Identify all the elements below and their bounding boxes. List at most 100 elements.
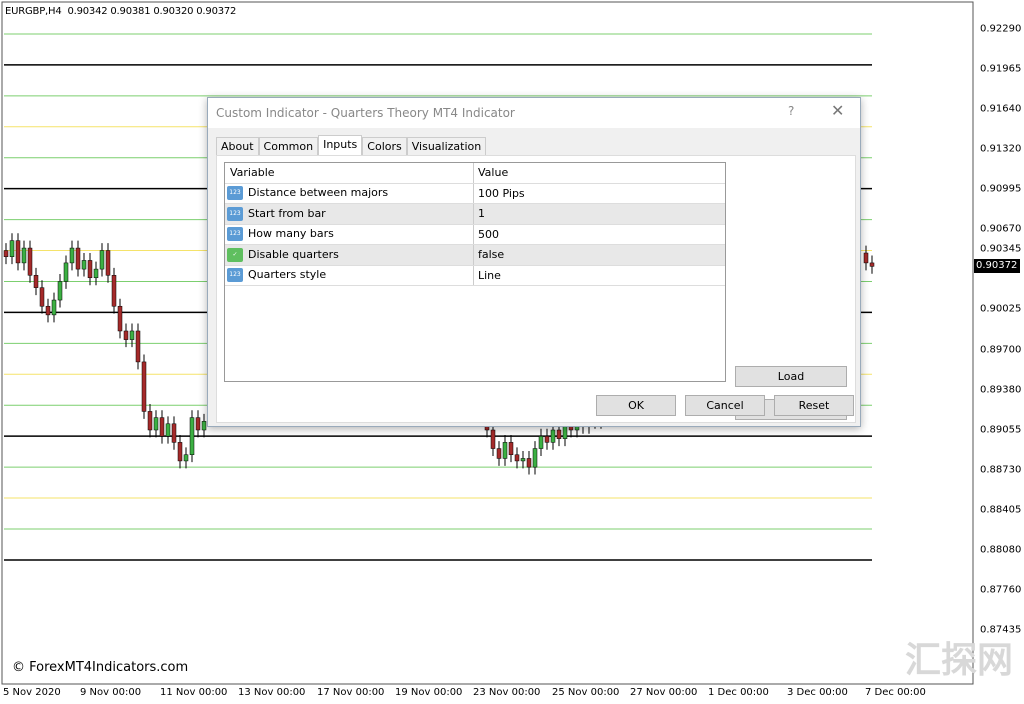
price-tick-label: 0.88730	[980, 464, 1022, 476]
candle-body	[57, 281, 63, 301]
candle-body	[105, 250, 111, 276]
candle-body	[111, 275, 117, 307]
tab-visualization[interactable]: Visualization	[406, 137, 487, 155]
candle-body	[532, 448, 538, 468]
number-icon: 123	[227, 227, 243, 242]
time-tick-label: 7 Dec 00:00	[865, 687, 926, 698]
candle-body	[33, 275, 39, 288]
dialog-title: Custom Indicator - Quarters Theory MT4 I…	[208, 98, 860, 128]
candle-body	[502, 442, 508, 459]
custom-indicator-dialog: Custom Indicator - Quarters Theory MT4 I…	[207, 97, 861, 427]
variable-name: Disable quarters	[248, 247, 339, 261]
inputs-table: Variable Value 123 Distance between majors…	[224, 162, 726, 382]
candle-body	[123, 330, 129, 340]
ohlc-values: 0.90342 0.90381 0.90320 0.90372	[67, 6, 237, 17]
price-tick-label: 0.91640	[980, 103, 1022, 115]
time-tick-label: 27 Nov 00:00	[630, 687, 698, 698]
variable-value[interactable]: 500	[478, 227, 499, 241]
candle-body	[520, 458, 526, 462]
candle-body	[195, 417, 201, 431]
input-row[interactable]: ✓ Disable quarters false	[225, 245, 725, 266]
candle-body	[75, 247, 81, 270]
candle-body	[538, 435, 544, 449]
variable-value[interactable]: false	[478, 248, 505, 261]
variable-value[interactable]: 100 Pips	[478, 186, 525, 200]
candle-body	[171, 423, 177, 443]
candle-body	[201, 421, 207, 431]
candle-body	[177, 442, 183, 462]
tab-about[interactable]: About	[216, 137, 259, 155]
price-tick-label: 0.91320	[980, 143, 1022, 155]
candle-body	[496, 448, 502, 459]
input-row[interactable]: 123 Distance between majors 100 Pips	[225, 183, 725, 204]
price-tick-label: 0.87760	[980, 584, 1022, 596]
candle-body	[9, 240, 15, 257]
candle-body	[526, 458, 532, 468]
time-tick-label: 11 Nov 00:00	[160, 687, 228, 698]
chart-frame	[1, 1, 974, 685]
candle-body	[141, 361, 147, 412]
candle-body	[63, 262, 69, 282]
price-tick-label: 0.92290	[980, 23, 1022, 35]
number-icon: 123	[227, 186, 243, 201]
candle-body	[69, 247, 75, 264]
symbol-name: EURGBP,H4	[5, 6, 62, 17]
candle-body	[147, 411, 153, 431]
candle-body	[165, 423, 171, 437]
tab-common[interactable]: Common	[258, 137, 319, 155]
column-header-value: Value	[478, 166, 509, 179]
input-row[interactable]: 123 Quarters style Line	[225, 265, 725, 286]
price-tick-label: 0.90995	[980, 183, 1022, 195]
candle-body	[159, 417, 165, 437]
watermark: 汇探网	[905, 640, 1014, 681]
column-header-variable: Variable	[225, 163, 474, 183]
reset-button[interactable]: Reset	[774, 395, 854, 416]
candle-body	[869, 262, 875, 267]
candle-body	[51, 299, 57, 316]
cancel-button[interactable]: Cancel	[685, 395, 765, 416]
candle-body	[15, 240, 21, 264]
time-tick-label: 5 Nov 2020	[3, 687, 61, 698]
price-tick-label: 0.89055	[980, 424, 1022, 436]
price-tick-label: 0.91965	[980, 63, 1022, 75]
close-button[interactable]: ✕	[831, 101, 845, 120]
input-row[interactable]: 123 How many bars 500	[225, 224, 725, 245]
candle-body	[27, 247, 33, 276]
variable-value[interactable]: 1	[478, 207, 485, 220]
price-tick-label: 0.88080	[980, 544, 1022, 556]
candle-body	[189, 417, 195, 455]
time-tick-label: 19 Nov 00:00	[395, 687, 463, 698]
candle-body	[117, 305, 123, 332]
candle-body	[135, 330, 141, 363]
copyright-text: © ForexMT4Indicators.com	[12, 660, 189, 675]
variable-name: Quarters style	[248, 268, 327, 282]
tab-colors[interactable]: Colors	[362, 137, 407, 155]
price-tick-label: 0.87435	[980, 624, 1022, 636]
candle-body	[21, 247, 27, 264]
load-button[interactable]: Load	[735, 366, 847, 387]
candle-body	[514, 454, 520, 462]
time-tick-label: 25 Nov 00:00	[552, 687, 620, 698]
candle-body	[556, 429, 562, 439]
variable-name: Distance between majors	[248, 186, 389, 200]
candle-body	[39, 287, 45, 307]
price-tick-label: 0.89380	[980, 384, 1022, 396]
tab-inputs[interactable]: Inputs	[318, 135, 363, 156]
price-tick-label: 0.90025	[980, 303, 1022, 315]
help-button[interactable]: ?	[788, 104, 795, 118]
candle-body	[508, 442, 514, 455]
candle-body	[129, 330, 135, 340]
candle-body	[81, 260, 87, 270]
input-row[interactable]: 123 Start from bar 1	[225, 204, 725, 225]
candle-body	[93, 268, 99, 279]
candle-body	[544, 435, 550, 443]
variable-name: Start from bar	[248, 206, 326, 220]
price-tick-label: 0.88405	[980, 504, 1022, 516]
ok-button[interactable]: OK	[596, 395, 676, 416]
candle-body	[3, 250, 9, 257]
current-price-label: 0.90372	[974, 259, 1020, 273]
variable-value[interactable]: Line	[478, 268, 501, 282]
candle-body	[863, 252, 869, 264]
candle-body	[99, 250, 105, 270]
candle-body	[183, 454, 189, 462]
